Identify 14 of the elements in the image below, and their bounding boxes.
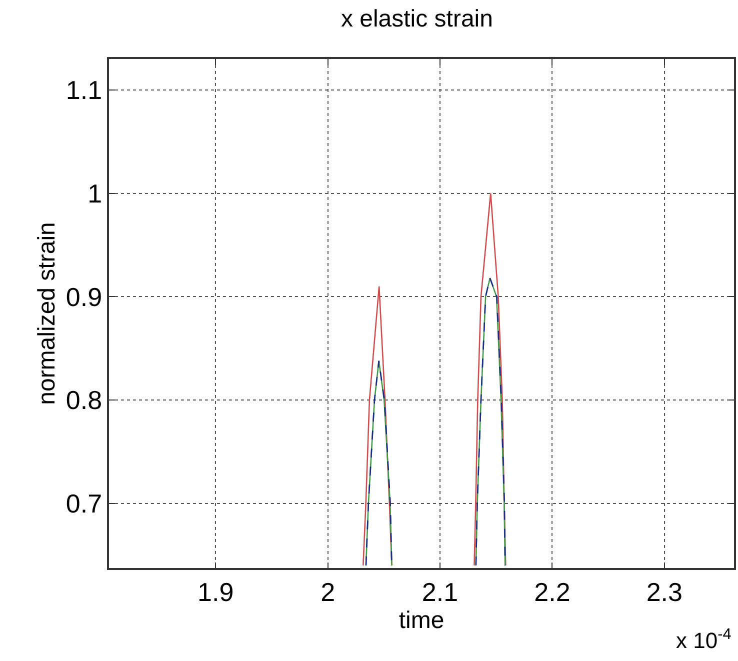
y-tick-label: 0.7 [66,488,102,519]
x-tick-label: 2.2 [534,576,570,607]
y-tick-label: 1.1 [66,75,102,106]
x-tick-label: 2 [320,576,336,607]
text: x 10$^{-4}$ [676,626,732,654]
x-tick-label: 2.1 [422,576,458,607]
y-tick-label: 0.9 [66,282,102,312]
x-axis-title: time [398,606,444,634]
chart-title: x elastic strain [340,6,493,33]
y-axis-title: normalized strain [33,222,60,405]
x-tick-label: 2.3 [646,576,683,607]
y-tick-label: 1 [88,178,102,208]
x-tick-label: 1.9 [198,576,234,607]
y-tick-label: 0.8 [66,385,102,416]
